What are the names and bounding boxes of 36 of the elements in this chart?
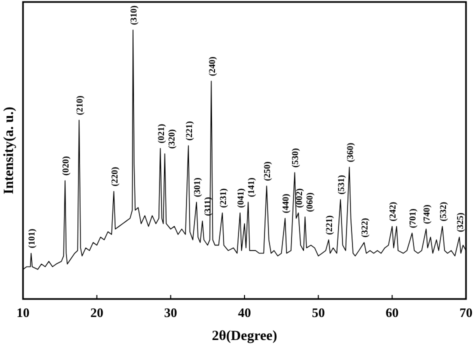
annotation: (740) bbox=[422, 204, 432, 224]
annotation: (320) bbox=[166, 129, 176, 149]
annotation: (021) bbox=[156, 124, 166, 144]
x-axis-title: 2θ(Degree) bbox=[212, 329, 278, 344]
annotation: (322) bbox=[360, 218, 370, 238]
annotation: (221) bbox=[184, 121, 194, 141]
annotation: (440) bbox=[280, 194, 291, 214]
annotation: (041) bbox=[236, 188, 246, 208]
annotation: (531) bbox=[336, 174, 346, 194]
annotation: (210) bbox=[74, 96, 85, 116]
x-tick-label: 10 bbox=[16, 305, 30, 320]
annotation: (220) bbox=[109, 166, 120, 186]
annotation: (242) bbox=[388, 202, 398, 222]
annotation: (530) bbox=[290, 148, 300, 168]
y-axis-title: Intensity(a. u.) bbox=[2, 106, 17, 194]
annotation: (002) bbox=[294, 188, 304, 208]
annotation: (020) bbox=[60, 156, 71, 176]
annotation: (250) bbox=[262, 162, 272, 182]
annotation: (240) bbox=[206, 56, 217, 76]
annotation: (325) bbox=[454, 212, 465, 232]
annotation: (060) bbox=[304, 192, 314, 212]
annotation: (231) bbox=[218, 188, 228, 208]
annotation: (310) bbox=[128, 6, 139, 25]
x-tick-label: 60 bbox=[386, 305, 399, 320]
x-tick-label: 20 bbox=[90, 305, 104, 320]
annotation: (101) bbox=[26, 228, 37, 248]
annotation: (221) bbox=[324, 215, 334, 235]
annotation: (141) bbox=[246, 178, 256, 198]
x-tick-label: 30 bbox=[164, 305, 178, 320]
x-tick-label: 70 bbox=[460, 305, 472, 320]
annotation: (301) bbox=[192, 178, 202, 198]
annotation: (532) bbox=[438, 202, 448, 222]
annotation: (701) bbox=[408, 208, 418, 228]
x-tick-label: 40 bbox=[238, 305, 251, 320]
x-tick-label: 50 bbox=[312, 305, 325, 320]
annotation: (360) bbox=[344, 142, 355, 162]
